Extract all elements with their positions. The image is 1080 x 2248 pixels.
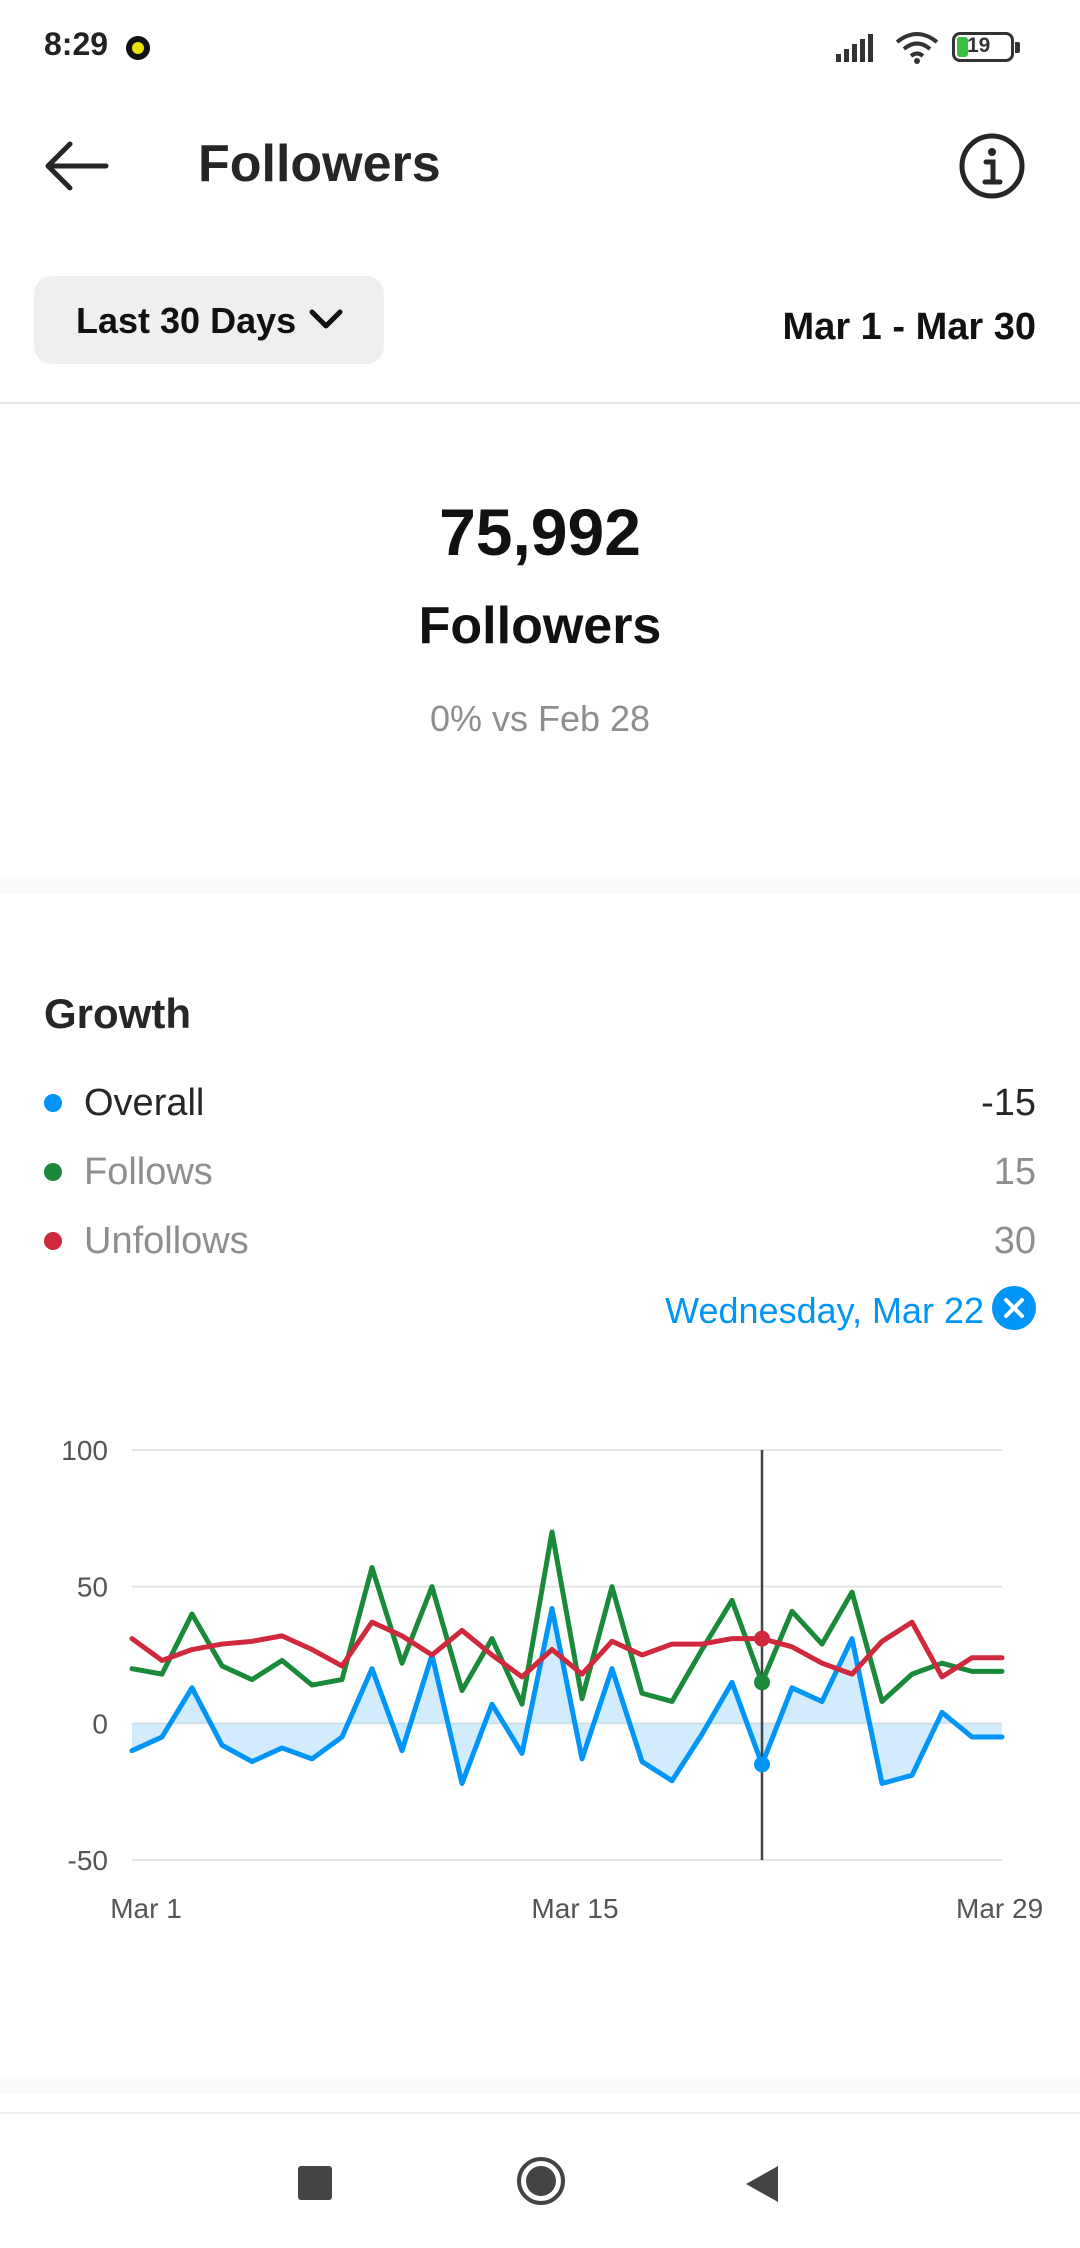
- home-button[interactable]: [516, 2156, 566, 2206]
- series-line-overall: [129, 1606, 1005, 1786]
- legend-dot-unfollows: [44, 1232, 62, 1250]
- info-icon[interactable]: [958, 132, 1026, 200]
- section-divider: [0, 876, 1080, 894]
- date-range-label: Last 30 Days: [76, 300, 297, 341]
- battery-level: 19: [967, 34, 991, 57]
- recents-button[interactable]: [298, 2166, 332, 2200]
- series-line-unfollows: [129, 1619, 1005, 1680]
- legend-overall[interactable]: Overall -15: [44, 1078, 1036, 1128]
- x-tick-label: Mar 1: [110, 1893, 182, 1924]
- section-divider: [0, 2076, 1080, 2094]
- growth-title: Growth: [44, 990, 191, 1037]
- follower-count-label: Followers: [418, 597, 662, 655]
- status-time: 8:29: [44, 26, 109, 62]
- x-tick-label: Mar 15: [531, 1893, 618, 1924]
- y-tick-label: 50: [77, 1572, 108, 1603]
- y-tick-label: 100: [61, 1435, 108, 1466]
- legend-dot-follows: [44, 1163, 62, 1181]
- legend-value: 30: [993, 1220, 1036, 1262]
- signal-icon: [836, 34, 873, 62]
- legend-unfollows[interactable]: Unfollows 30: [44, 1216, 1036, 1266]
- follower-count: 75,992: [439, 495, 641, 569]
- legend-value: 15: [993, 1151, 1036, 1193]
- x-tick-label: Mar 29: [956, 1893, 1043, 1924]
- back-arrow-icon[interactable]: [40, 136, 112, 196]
- selection-point-follows: [754, 1674, 770, 1691]
- back-nav-button[interactable]: [744, 2164, 780, 2204]
- legend-dot-overall: [44, 1094, 62, 1112]
- y-tick-label: 0: [92, 1708, 108, 1739]
- series-line-follows: [129, 1529, 1005, 1707]
- wifi-icon: [895, 32, 939, 64]
- selection-point-unfollows: [754, 1630, 770, 1647]
- legend-follows[interactable]: Follows 15: [44, 1147, 1036, 1197]
- legend-name: Follows: [84, 1151, 213, 1193]
- date-range-dropdown[interactable]: Last 30 Days: [34, 276, 384, 364]
- notification-icon: [126, 36, 150, 60]
- close-icon[interactable]: [992, 1286, 1036, 1330]
- legend-name: Unfollows: [84, 1220, 249, 1262]
- date-range-text: Mar 1 - Mar 30: [782, 306, 1036, 348]
- legend-name: Overall: [84, 1082, 205, 1124]
- battery-icon: 19: [952, 32, 1020, 62]
- selection-point-overall: [754, 1756, 770, 1773]
- divider: [0, 402, 1080, 404]
- page-title: Followers: [198, 135, 441, 193]
- selected-date[interactable]: Wednesday, Mar 22: [665, 1290, 984, 1331]
- legend-value: -15: [981, 1082, 1036, 1124]
- y-tick-label: -50: [68, 1845, 108, 1876]
- chevron-down-icon: [309, 309, 343, 329]
- comparison-text: 0% vs Feb 28: [429, 698, 651, 739]
- growth-chart[interactable]: 100 50 0 -50 Mar 1 Mar 15 Mar 29: [0, 1400, 1080, 1940]
